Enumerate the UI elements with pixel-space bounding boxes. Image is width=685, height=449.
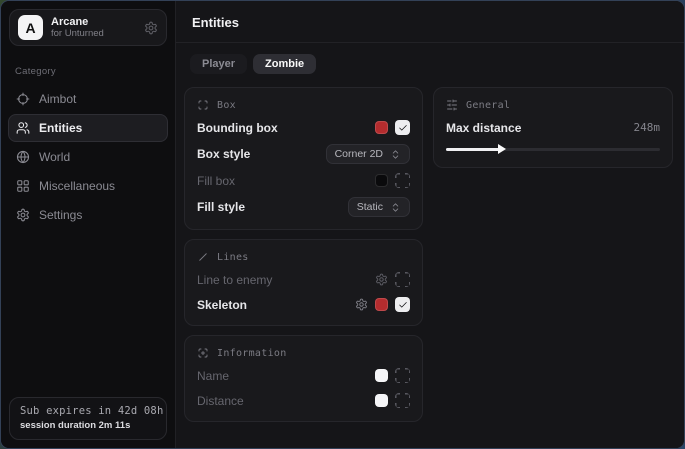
row-bounding-box: Bounding box	[197, 115, 410, 140]
card-lines: Lines Line to enemy Skeleton	[184, 239, 423, 326]
content-area: Box Bounding box Box style Corner 2D Fill bo…	[176, 76, 684, 432]
sub-expiry-text: Sub expires in 42d 08h	[20, 405, 164, 417]
checkbox-unchecked[interactable]	[395, 272, 410, 287]
sidebar-nav: Aimbot Entities World Miscellaneous Settings	[1, 85, 175, 229]
slider-fill	[446, 148, 500, 151]
grid-icon	[16, 179, 30, 193]
card-title: Information	[217, 347, 287, 359]
row-fill-box: Fill box	[197, 168, 410, 193]
globe-icon	[16, 150, 30, 164]
select-corner-2d[interactable]: Corner 2D	[325, 144, 410, 164]
sidebar: A Arcane for Unturned Category Aimbot Ent…	[1, 1, 176, 448]
gear-icon[interactable]	[355, 298, 368, 311]
entities-icon	[16, 121, 30, 135]
row-label: Skeleton	[197, 297, 248, 312]
color-swatch[interactable]	[375, 369, 388, 382]
gear-icon[interactable]	[375, 273, 388, 286]
slider-thumb[interactable]	[497, 144, 506, 154]
gear-icon	[16, 208, 30, 222]
sidebar-item-miscellaneous[interactable]: Miscellaneous	[8, 172, 168, 200]
row-max-distance: Max distance 248m	[446, 115, 660, 140]
entity-tabs: Player Zombie	[176, 43, 684, 76]
app-name: Arcane	[51, 16, 89, 28]
checkbox-unchecked[interactable]	[395, 393, 410, 408]
row-box-style: Box style Corner 2D	[197, 140, 410, 168]
gear-icon[interactable]	[144, 21, 158, 35]
row-label: Fill style	[197, 200, 246, 214]
row-fill-style: Fill style Static	[197, 193, 410, 221]
row-label: Name	[197, 368, 230, 383]
card-header: Information	[197, 345, 410, 363]
main-header: Entities	[176, 1, 684, 43]
color-swatch[interactable]	[375, 121, 388, 134]
row-label: Fill box	[197, 173, 236, 188]
scan-box-icon	[197, 99, 209, 111]
app-brand: A Arcane for Unturned	[9, 9, 167, 46]
select-value: Corner 2D	[334, 148, 383, 160]
check-icon	[398, 123, 408, 133]
card-header: Box	[197, 97, 410, 115]
row-label: Max distance	[446, 120, 522, 135]
chevrons-up-down-icon	[390, 149, 401, 160]
sidebar-item-label: Miscellaneous	[39, 179, 116, 193]
sidebar-item-entities[interactable]: Entities	[8, 114, 168, 142]
app-logo: A	[18, 15, 43, 40]
sidebar-item-settings[interactable]: Settings	[8, 201, 168, 229]
sidebar-item-world[interactable]: World	[8, 143, 168, 171]
chevrons-up-down-icon	[390, 202, 401, 213]
row-label: Distance	[197, 393, 244, 408]
row-value: 248m	[633, 121, 661, 134]
row-distance: Distance	[197, 388, 410, 413]
slider-max-distance[interactable]	[446, 143, 660, 155]
card-header: General	[446, 97, 660, 115]
color-swatch[interactable]	[375, 298, 388, 311]
checkbox-checked[interactable]	[395, 297, 410, 312]
checkbox-unchecked[interactable]	[395, 173, 410, 188]
sidebar-item-label: Settings	[39, 208, 83, 222]
row-line-to-enemy: Line to enemy	[197, 267, 410, 292]
row-label: Line to enemy	[197, 272, 273, 287]
sidebar-item-label: World	[39, 150, 71, 164]
card-general: General Max distance 248m	[433, 87, 673, 168]
tab-zombie[interactable]: Zombie	[253, 54, 317, 74]
checkbox-checked[interactable]	[395, 120, 410, 135]
crosshair-icon	[16, 92, 30, 106]
row-label: Box style	[197, 147, 251, 161]
checkbox-unchecked[interactable]	[395, 368, 410, 383]
subscription-card: Sub expires in 42d 08h session duration …	[9, 397, 167, 440]
line-icon	[197, 251, 209, 263]
sidebar-item-aimbot[interactable]: Aimbot	[8, 85, 168, 113]
slider-track	[446, 148, 660, 151]
color-swatch[interactable]	[375, 394, 388, 407]
card-title: General	[466, 99, 511, 111]
select-static[interactable]: Static	[347, 197, 410, 217]
page-title: Entities	[192, 15, 239, 30]
check-icon	[398, 300, 408, 310]
row-name: Name	[197, 363, 410, 388]
card-title: Box	[217, 99, 236, 111]
scan-info-icon	[197, 347, 209, 359]
card-information: Information Name Distance	[184, 335, 423, 422]
card-header: Lines	[197, 249, 410, 267]
row-skeleton: Skeleton	[197, 292, 410, 317]
select-value: Static	[356, 201, 383, 213]
session-duration-text: session duration 2m 11s	[20, 420, 131, 431]
sidebar-item-label: Aimbot	[39, 92, 77, 106]
card-box: Box Bounding box Box style Corner 2D Fill bo…	[184, 87, 423, 230]
category-label: Category	[15, 66, 56, 77]
tab-player[interactable]: Player	[190, 54, 248, 74]
sidebar-item-label: Entities	[39, 121, 83, 135]
sliders-icon	[446, 99, 458, 111]
app-subtitle: for Unturned	[51, 28, 104, 39]
card-title: Lines	[217, 251, 249, 263]
main-panel: Entities Player Zombie Box Bounding box Box…	[176, 1, 684, 448]
row-label: Bounding box	[197, 120, 278, 135]
color-swatch[interactable]	[375, 174, 388, 187]
